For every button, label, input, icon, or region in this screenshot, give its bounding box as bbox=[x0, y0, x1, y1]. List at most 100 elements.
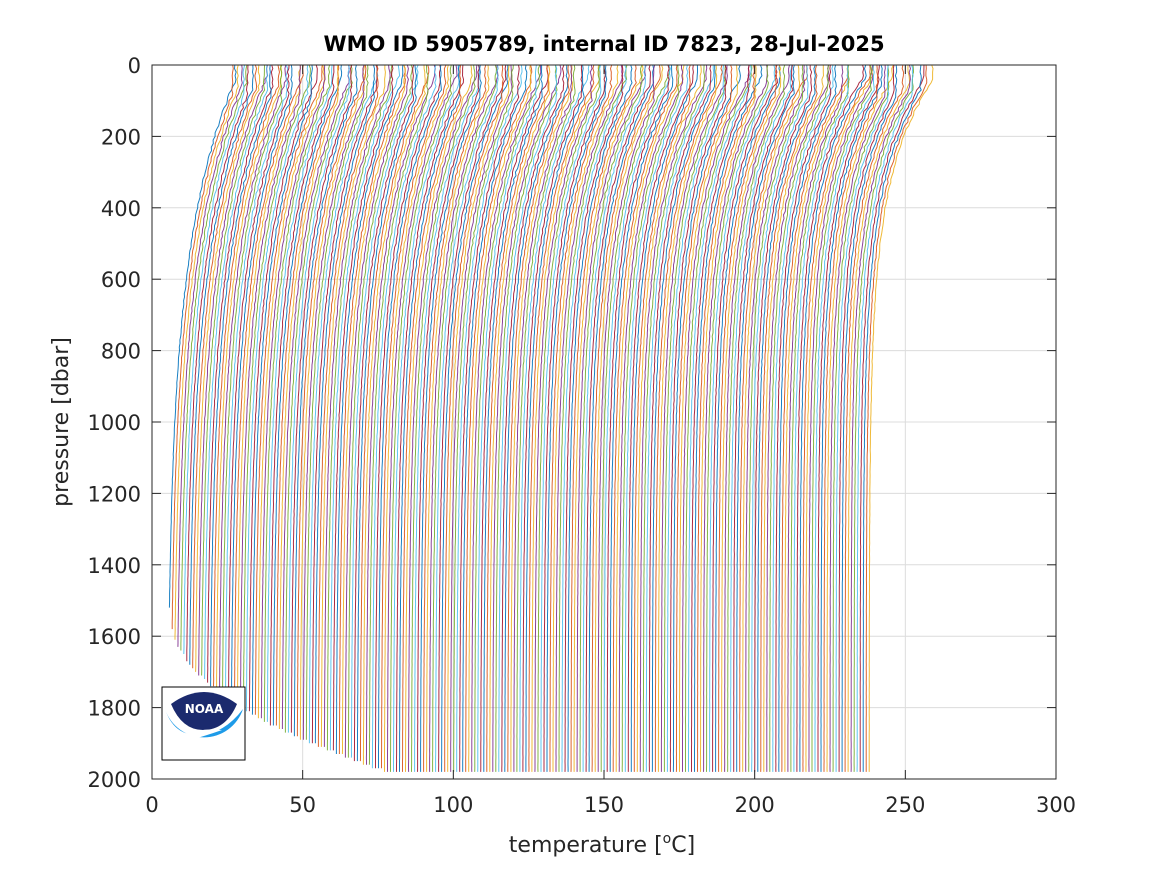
y-tick-label: 1400 bbox=[88, 554, 141, 578]
profile-line bbox=[459, 64, 520, 772]
profile-line bbox=[733, 64, 794, 772]
profile-line bbox=[778, 64, 837, 772]
profile-line bbox=[567, 64, 633, 772]
profile-line bbox=[335, 64, 404, 754]
profile-line bbox=[189, 64, 254, 665]
profile-line bbox=[489, 64, 551, 772]
x-axis-label: temperature [oC] bbox=[509, 831, 695, 858]
profile-line bbox=[272, 64, 343, 726]
profile-line bbox=[375, 64, 442, 769]
profile-line bbox=[329, 64, 401, 751]
profile-line bbox=[486, 64, 549, 772]
profile-line bbox=[465, 64, 533, 772]
profile-line bbox=[251, 64, 313, 715]
profile-line bbox=[405, 64, 473, 772]
profile-line bbox=[808, 64, 874, 772]
profile-line bbox=[844, 64, 905, 772]
profile-line bbox=[519, 64, 590, 772]
profile-line bbox=[411, 64, 476, 772]
profile-line bbox=[805, 64, 874, 772]
x-tick-label: 100 bbox=[433, 793, 473, 817]
profile-line bbox=[579, 64, 643, 772]
profile-line bbox=[254, 64, 323, 715]
profile-line bbox=[266, 64, 333, 722]
profile-line bbox=[192, 64, 258, 669]
profile-line bbox=[195, 64, 261, 672]
profile-line bbox=[706, 64, 769, 772]
profile-line bbox=[760, 64, 818, 772]
profile-line bbox=[516, 64, 576, 772]
y-tick-label: 400 bbox=[101, 197, 141, 221]
profile-line bbox=[480, 64, 549, 772]
profile-line bbox=[468, 64, 532, 772]
profile-line bbox=[669, 64, 728, 772]
profile-line bbox=[174, 64, 239, 640]
profile-line bbox=[727, 64, 786, 772]
x-tick-label: 150 bbox=[584, 793, 624, 817]
profile-line bbox=[387, 64, 458, 772]
profile-line bbox=[582, 64, 646, 772]
profile-line bbox=[721, 64, 782, 772]
x-axis-label-superscript: o bbox=[663, 831, 672, 847]
profile-line bbox=[591, 64, 661, 772]
profile-line bbox=[672, 64, 741, 772]
profile-line bbox=[183, 64, 246, 655]
profile-line bbox=[636, 64, 702, 772]
noaa-logo-upper-dome bbox=[171, 692, 237, 730]
ticks bbox=[151, 64, 1057, 780]
profile-line bbox=[606, 64, 670, 772]
x-tick-labels: 0 50 100 150 200 250 300 bbox=[145, 793, 1076, 817]
profile-line bbox=[865, 64, 928, 772]
profile-line bbox=[573, 64, 644, 772]
profile-line bbox=[715, 64, 781, 772]
profile-line bbox=[678, 64, 739, 772]
profile-line bbox=[627, 64, 694, 772]
profile-line bbox=[757, 64, 816, 772]
profile-line bbox=[820, 64, 883, 772]
profile-line bbox=[685, 64, 753, 772]
profile-line bbox=[278, 64, 339, 729]
profile-line bbox=[338, 64, 406, 754]
profile-line bbox=[438, 64, 507, 772]
profile-line bbox=[426, 64, 490, 772]
profile-line bbox=[474, 64, 541, 772]
profile-line bbox=[239, 64, 301, 708]
profile-line bbox=[528, 64, 595, 772]
profile-line bbox=[402, 64, 462, 772]
profile-line bbox=[766, 64, 830, 772]
profile-line bbox=[326, 64, 393, 751]
profile-line bbox=[841, 64, 898, 772]
profile-line bbox=[204, 64, 269, 679]
profile-line bbox=[597, 64, 656, 772]
profile-line bbox=[305, 64, 369, 740]
profile-line bbox=[275, 64, 340, 726]
x-axis-label-prefix: temperature [ bbox=[509, 833, 663, 858]
profile-line bbox=[814, 64, 875, 772]
noaa-logo-lower-wave bbox=[165, 709, 243, 738]
profile-line bbox=[284, 64, 353, 733]
profile-line bbox=[790, 64, 850, 772]
profile-line bbox=[525, 64, 585, 772]
y-tick-label: 1800 bbox=[88, 697, 141, 721]
profile-line bbox=[501, 64, 565, 772]
x-tick-label: 300 bbox=[1036, 793, 1076, 817]
profile-line bbox=[248, 64, 318, 712]
profile-line bbox=[829, 64, 886, 772]
profile-line bbox=[365, 64, 436, 765]
profile-line bbox=[293, 64, 358, 737]
profile-line bbox=[362, 64, 426, 765]
profile-line bbox=[654, 64, 723, 772]
profile-line bbox=[384, 64, 450, 772]
y-tick-labels: 0 200 400 600 800 1000 1200 1400 1600 1800 2000 bbox=[88, 54, 141, 792]
profile-line bbox=[730, 64, 793, 772]
profile-line bbox=[838, 64, 895, 772]
profile-line bbox=[299, 64, 366, 740]
profile-line bbox=[344, 64, 409, 758]
profile-line bbox=[498, 64, 558, 772]
profile-line bbox=[450, 64, 513, 772]
profile-line bbox=[612, 64, 678, 772]
y-tick-label: 1000 bbox=[88, 411, 141, 435]
profile-line bbox=[311, 64, 378, 744]
profile-line bbox=[796, 64, 865, 772]
profile-line bbox=[213, 64, 281, 687]
